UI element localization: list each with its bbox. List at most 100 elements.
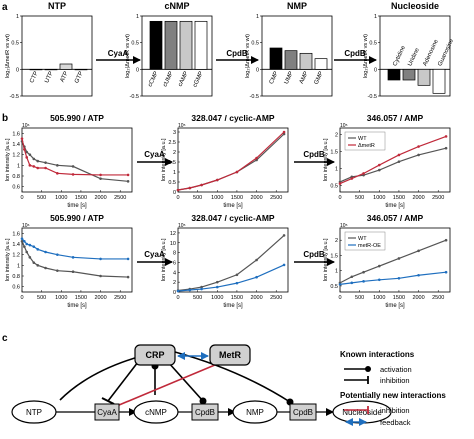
node-cpdb-2-label: CpdB bbox=[293, 408, 313, 417]
node-crp bbox=[134, 344, 176, 366]
y-tick-label: 0.5 bbox=[251, 41, 259, 47]
bar-chart-1: cNMP 1 0.5 0 -0.5 log₂(ΔmetR vs wt) cCMP cUMP cA… bbox=[125, 1, 213, 100]
data-point bbox=[36, 264, 40, 267]
data-point bbox=[417, 249, 420, 253]
data-point bbox=[362, 172, 365, 175]
data-point bbox=[32, 261, 36, 264]
x-axis-label: time [s] bbox=[385, 203, 405, 209]
y-tick-label: 2.5 bbox=[168, 140, 176, 146]
bar-chart-2: NMP 1 0.5 0 -0.5 log₂(ΔmetR vs wt) CMP UMP AMP GM… bbox=[245, 1, 333, 100]
x-tick-label: 0 bbox=[20, 195, 23, 201]
plot-title: 328.047 / cyclic-AMP bbox=[191, 213, 274, 223]
axis-exponent: 10⁵ bbox=[178, 223, 186, 229]
x-tick-label: 1500 bbox=[231, 295, 243, 301]
panel-label-c: c bbox=[2, 333, 8, 344]
x-axis-label: time [s] bbox=[223, 303, 243, 309]
enzyme-label: CyaA bbox=[108, 49, 129, 58]
y-tick-label: 1 bbox=[136, 14, 139, 20]
node-metr bbox=[209, 344, 251, 366]
data-point bbox=[350, 177, 354, 180]
crp-to-cpdb-activation bbox=[167, 361, 204, 402]
data-point bbox=[350, 275, 354, 279]
node-ntp bbox=[11, 400, 57, 424]
plot-frame bbox=[21, 127, 133, 193]
category-label: cUMP bbox=[162, 71, 174, 88]
x-tick-label: 2500 bbox=[270, 195, 282, 201]
x-tick-label: 2500 bbox=[432, 295, 444, 301]
bar bbox=[179, 20, 193, 70]
x-tick-label: 2500 bbox=[432, 195, 444, 201]
category-label: AMP bbox=[299, 71, 310, 85]
data-point bbox=[362, 280, 365, 283]
node-nmp bbox=[232, 400, 278, 424]
y-tick-label: 1 bbox=[256, 14, 259, 20]
enzyme-label: CyaA bbox=[144, 150, 165, 159]
y-axis-label: Ion intensity [a.u.] bbox=[5, 138, 11, 182]
data-point bbox=[397, 276, 401, 280]
category-label: UTP bbox=[44, 71, 55, 84]
x-tick-label: 1000 bbox=[55, 195, 67, 201]
legend-feedback-label: feedback bbox=[380, 418, 411, 427]
enzyme-label: CyaA bbox=[144, 250, 165, 259]
data-point bbox=[20, 237, 24, 240]
data-point bbox=[200, 183, 203, 187]
bar-chart-title: Nucleoside bbox=[391, 1, 439, 11]
data-point bbox=[28, 153, 32, 156]
bar bbox=[164, 20, 178, 70]
y-axis-label: log₂(ΔmetR vs wt) bbox=[125, 34, 131, 78]
bar-chart-frame bbox=[21, 15, 93, 97]
node-cyaa-label: CyaA bbox=[97, 408, 117, 417]
category-label: cAMP bbox=[178, 71, 190, 88]
y-tick-label: -0.5 bbox=[250, 94, 259, 100]
x-tick-label: 1500 bbox=[393, 195, 405, 201]
legend-activation-dot bbox=[365, 366, 371, 372]
x-tick-label: 500 bbox=[193, 295, 202, 301]
x-tick-label: 2500 bbox=[114, 295, 126, 301]
category-label: cGMP bbox=[192, 71, 204, 89]
data-point bbox=[200, 285, 203, 289]
plot-frame bbox=[339, 127, 451, 193]
data-point bbox=[25, 156, 29, 159]
enzyme-label: CpdB bbox=[226, 49, 248, 58]
data-point bbox=[377, 278, 381, 282]
plot-title: 505.990 / ATP bbox=[50, 213, 104, 223]
series-line bbox=[177, 133, 285, 191]
data-point bbox=[235, 281, 239, 285]
x-tick-label: 2000 bbox=[412, 195, 424, 201]
y-tick-label: 1.5 bbox=[330, 150, 338, 156]
category-label: UMP bbox=[284, 71, 295, 86]
x-tick-label: 1000 bbox=[55, 295, 67, 301]
x-tick-label: 1500 bbox=[393, 295, 405, 301]
enzyme-label: CpdB bbox=[303, 250, 325, 259]
node-nmp-label: NMP bbox=[246, 408, 264, 417]
legend-entry: WT bbox=[358, 236, 367, 242]
y-axis-label: log₂(ΔmetR vs wt) bbox=[363, 34, 369, 78]
panel-a-bar-charts: NTP 1 0.5 0 -0.5 log₂(ΔmetR vs wt) CTP UTP ATP GT… bbox=[5, 1, 455, 100]
data-point bbox=[32, 165, 36, 168]
y-tick-label: 12 bbox=[170, 231, 176, 237]
y-tick-label: 2 bbox=[335, 238, 338, 244]
plot-title: 328.047 / cyclic-AMP bbox=[191, 113, 274, 123]
bar bbox=[314, 58, 328, 70]
y-tick-label: 0.6 bbox=[12, 285, 20, 291]
y-tick-label: 1 bbox=[335, 166, 338, 172]
series-line bbox=[21, 138, 129, 176]
y-tick-label: 1.2 bbox=[12, 253, 20, 259]
node-cpdb-2 bbox=[289, 403, 317, 421]
y-tick-label: 1 bbox=[17, 163, 20, 169]
legend-entry: metR-OE bbox=[358, 243, 381, 249]
bar bbox=[284, 50, 298, 70]
data-point bbox=[255, 156, 258, 160]
data-point bbox=[444, 135, 448, 138]
data-point bbox=[215, 280, 219, 284]
category-label: Guanosine bbox=[437, 38, 455, 67]
y-tick-label: 2 bbox=[173, 280, 176, 286]
y-axis-label: Ion intensity [a.u.] bbox=[323, 138, 329, 182]
x-tick-label: 0 bbox=[176, 295, 179, 301]
plot-title: 505.990 / ATP bbox=[50, 113, 104, 123]
data-point bbox=[126, 173, 130, 177]
axis-exponent: 10⁶ bbox=[22, 123, 30, 129]
y-tick-label: 1 bbox=[374, 14, 377, 20]
data-point bbox=[71, 270, 75, 274]
x-tick-label: 0 bbox=[338, 195, 341, 201]
